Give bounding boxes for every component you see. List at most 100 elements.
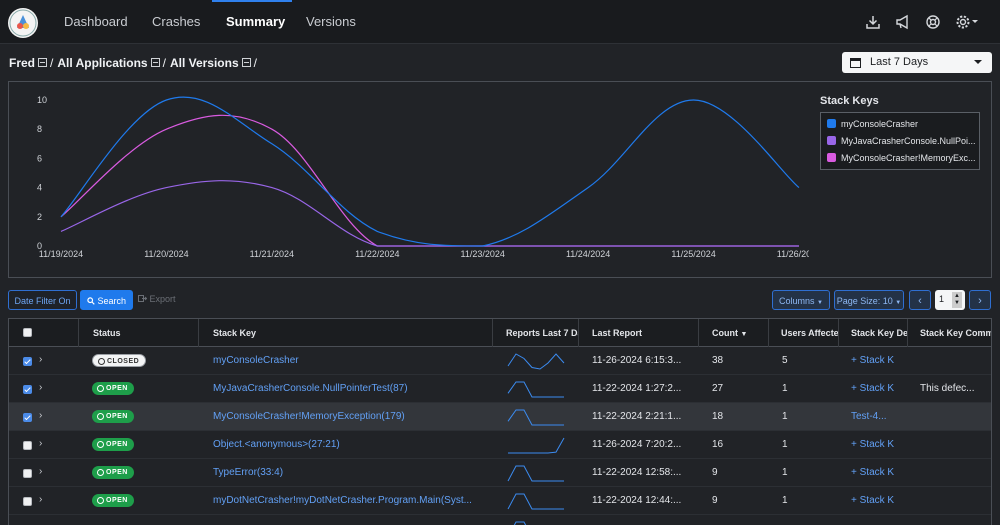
col-users[interactable]: Users Affected (769, 319, 839, 347)
row-checkbox[interactable] (23, 469, 32, 478)
row-checkbox[interactable] (23, 497, 32, 506)
expand-chevron-icon[interactable]: › (39, 382, 43, 393)
breadcrumb-version[interactable]: All Versions (169, 56, 239, 70)
version-collapse-icon[interactable] (241, 58, 251, 67)
stack-key-definition[interactable]: + Stack K (851, 495, 895, 506)
table-row[interactable]: › (9, 515, 991, 525)
status-badge[interactable]: OPEN (92, 466, 134, 479)
expand-chevron-icon[interactable]: › (39, 410, 43, 421)
stack-key-comment: This defec... (920, 383, 975, 394)
status-badge[interactable]: OPEN (92, 494, 134, 507)
expand-chevron-icon[interactable]: › (39, 466, 43, 477)
stepper-icon[interactable]: ▲ ▼ (952, 292, 962, 308)
count: 16 (712, 439, 724, 450)
stack-key-link[interactable] (213, 515, 485, 525)
tab-dashboard[interactable]: Dashboard (64, 14, 128, 29)
chevron-left-icon: ‹ (918, 295, 922, 307)
x-tick-label: 11/20/2024 (144, 249, 188, 259)
gear-menu-caret-icon[interactable] (972, 20, 978, 23)
stack-key-definition[interactable]: + Stack K (851, 383, 895, 394)
col-status[interactable]: Status (79, 319, 199, 347)
expand-chevron-icon[interactable]: › (39, 522, 42, 525)
stack-key-link[interactable]: myDotNetCrasher!myDotNetCrasher.Program.… (213, 495, 472, 506)
date-filter-button[interactable]: Date Filter On (8, 290, 77, 310)
table-row[interactable]: › OPEN myDotNetCrasher!myDotNetCrasher.Pro… (9, 487, 991, 515)
status-badge[interactable]: OPEN (92, 410, 134, 423)
status-badge[interactable]: OPEN (92, 382, 134, 395)
stack-key-definition[interactable]: + Stack K (851, 355, 895, 366)
export-icon (138, 295, 148, 302)
legend-item[interactable]: myConsoleCrasher (827, 119, 977, 129)
breadcrumb-app[interactable]: All Applications (57, 56, 148, 70)
sparkline (507, 465, 564, 482)
row-checkbox[interactable] (23, 413, 32, 422)
tab-versions[interactable]: Versions (306, 14, 356, 29)
table-row[interactable]: › OPEN MyConsoleCrasher!MemoryException(17… (9, 403, 991, 431)
table-row[interactable]: › CLOSED myConsoleCrasher 11-26-2024 6:15:3… (9, 347, 991, 375)
last-report (592, 515, 692, 525)
columns-button[interactable]: Columns ▼ (772, 290, 830, 310)
expand-chevron-icon[interactable]: › (39, 494, 43, 505)
sparkline (507, 409, 564, 426)
table-row[interactable]: › OPEN Object.<anonymous>(27:21) 11-26-2024… (9, 431, 991, 459)
select-all-cell (9, 319, 79, 347)
calendar-icon (850, 58, 861, 68)
row-checkbox[interactable] (23, 357, 32, 366)
expand-chevron-icon[interactable]: › (39, 438, 43, 449)
export-button[interactable]: Export (138, 294, 176, 304)
tab-summary[interactable]: Summary (226, 14, 286, 29)
table-row[interactable]: › OPEN TypeError(33:4) 11-22-2024 12:58:...… (9, 459, 991, 487)
download-icon[interactable] (865, 14, 881, 30)
sparkline-path (513, 521, 527, 525)
gear-icon[interactable] (955, 14, 971, 30)
status-badge[interactable]: OPEN (92, 438, 134, 451)
col-definition[interactable]: Stack Key Definition (839, 319, 908, 347)
row-checkbox[interactable] (23, 385, 32, 394)
expand-chevron-icon[interactable]: › (39, 354, 43, 365)
col-reports[interactable]: Reports Last 7 Days (493, 319, 579, 347)
select-all-checkbox[interactable] (23, 328, 32, 337)
stack-key-definition[interactable]: + Stack K (851, 467, 895, 478)
stack-keys-table: Status Stack Key Reports Last 7 Days Las… (8, 318, 992, 525)
legend-swatch (827, 153, 836, 162)
col-stack-key[interactable]: Stack Key (199, 319, 493, 347)
page-number-input[interactable]: 1 ▲ ▼ (935, 290, 965, 310)
stack-key-link[interactable]: Object.<anonymous>(27:21) (213, 439, 340, 450)
stack-key-definition[interactable]: Test-4... (851, 411, 887, 422)
users-affected: 1 (782, 467, 788, 478)
last-report: 11-22-2024 12:58:... (592, 467, 682, 478)
stack-key-comment (920, 515, 990, 525)
users-affected: 1 (782, 411, 788, 422)
stack-key-definition[interactable]: + Stack K (851, 439, 895, 450)
app-logo[interactable] (8, 8, 38, 38)
search-button[interactable]: Search (80, 290, 133, 310)
legend-item[interactable]: MyConsoleCrasher!MemoryExc... (827, 153, 977, 163)
stack-key-definition[interactable] (851, 515, 901, 525)
stack-key-link[interactable]: MyJavaCrasherConsole.NullPointerTest(87) (213, 383, 408, 394)
megaphone-icon[interactable] (895, 14, 911, 30)
support-icon[interactable] (925, 14, 941, 30)
stack-key-link[interactable]: MyConsoleCrasher!MemoryException(179) (213, 411, 405, 422)
db-collapse-icon[interactable] (38, 58, 48, 67)
stack-key-link[interactable]: TypeError(33:4) (213, 467, 284, 478)
page-size-button[interactable]: Page Size: 10 ▼ (834, 290, 904, 310)
prev-page-button[interactable]: ‹ (909, 290, 931, 310)
stack-key-comment (920, 459, 990, 486)
tab-crashes[interactable]: Crashes (152, 14, 201, 29)
chevron-right-icon: › (978, 295, 982, 307)
stack-key-link[interactable]: myConsoleCrasher (213, 355, 299, 366)
app-collapse-icon[interactable] (150, 58, 160, 67)
col-count[interactable]: Count ▼ (699, 319, 769, 347)
users-affected: 1 (782, 495, 788, 506)
col-last-report[interactable]: Last Report (579, 319, 699, 347)
col-comment[interactable]: Stack Key Comment (920, 328, 991, 338)
row-checkbox[interactable] (23, 441, 32, 450)
sparkline (508, 437, 565, 454)
breadcrumb-db[interactable]: Fred (9, 56, 36, 70)
legend-swatch (827, 119, 836, 128)
next-page-button[interactable]: › (969, 290, 991, 310)
date-range-select[interactable]: Last 7 Days (842, 52, 992, 73)
legend-item[interactable]: MyJavaCrasherConsole.NullPoi... (827, 136, 977, 146)
table-row[interactable]: › OPEN MyJavaCrasherConsole.NullPointerTes… (9, 375, 991, 403)
status-badge[interactable]: CLOSED (92, 354, 147, 367)
